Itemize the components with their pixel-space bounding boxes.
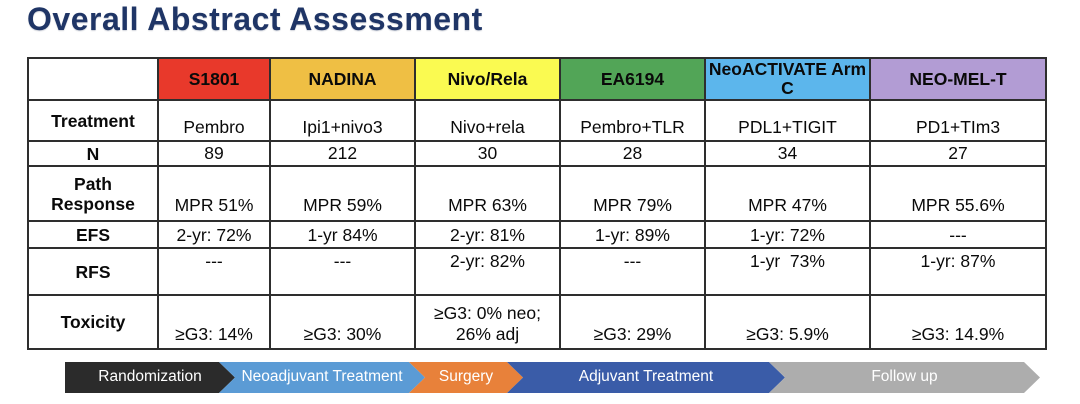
table-cell: MPR 51% <box>157 165 271 222</box>
table-cell: 28 <box>559 140 706 167</box>
table-cell: PDL1+TIGIT <box>704 99 871 142</box>
header-row: S1801 NADINA Nivo/Rela EA6194 NeoACTIVAT… <box>27 57 1047 101</box>
table-cell: ≥G3: 5.9% <box>704 294 871 350</box>
timeline-step-randomization: Randomization <box>65 362 235 393</box>
row-label-toxicity: Toxicity <box>27 294 159 350</box>
table-cell: ≥G3: 29% <box>559 294 706 350</box>
table-cell: 212 <box>269 140 416 167</box>
table-cell: 89 <box>157 140 271 167</box>
timeline-step-adjuvant: Adjuvant Treatment <box>507 362 785 393</box>
table-row-n: N 89 212 30 28 34 27 <box>27 140 1047 167</box>
table-cell: MPR 63% <box>414 165 561 222</box>
page-title: Overall Abstract Assessment <box>27 1 483 37</box>
row-label-treatment: Treatment <box>27 99 159 142</box>
timeline-step-label: Follow up <box>871 367 938 385</box>
table-cell: MPR 79% <box>559 165 706 222</box>
table-cell: ≥G3: 14% <box>157 294 271 350</box>
timeline-step-label: Neoadjuvant Treatment <box>241 367 403 385</box>
table-cell: --- <box>157 247 271 296</box>
table-cell: 27 <box>869 140 1047 167</box>
row-label-efs: EFS <box>27 220 159 249</box>
table-cell: MPR 55.6% <box>869 165 1047 222</box>
timeline-step-surgery: Surgery <box>409 362 523 393</box>
table-cell: --- <box>559 247 706 296</box>
timeline-step-neoadjuvant: Neoadjuvant Treatment <box>219 362 425 393</box>
table-cell: --- <box>269 247 416 296</box>
table-cell: 2-yr: 81% <box>414 220 561 249</box>
table-cell: Nivo+rela <box>414 99 561 142</box>
column-header-nadina: NADINA <box>269 57 416 101</box>
timeline-step-label: Adjuvant Treatment <box>578 367 714 385</box>
table-cell: 2-yr: 72% <box>157 220 271 249</box>
table-row-rfs: RFS --- --- 2-yr: 82% --- 1-yr 73% 1-yr:… <box>27 247 1047 296</box>
column-header-s1801: S1801 <box>157 57 271 101</box>
treatment-timeline: Randomization Neoadjuvant Treatment Surg… <box>65 362 1040 393</box>
table-row-path-response: Path Response MPR 51% MPR 59% MPR 63% MP… <box>27 165 1047 222</box>
table-cell: 1-yr: 87% <box>869 247 1047 296</box>
table-row-toxicity: Toxicity ≥G3: 14% ≥G3: 30% ≥G3: 0% neo; … <box>27 294 1047 350</box>
table-cell: 2-yr: 82% <box>414 247 561 296</box>
column-header-neo-mel-t: NEO-MEL-T <box>869 57 1047 101</box>
table-cell: 34 <box>704 140 871 167</box>
table-row-treatment: Treatment Pembro Ipi1+nivo3 Nivo+rela Pe… <box>27 99 1047 142</box>
table-cell: Pembro+TLR <box>559 99 706 142</box>
column-header-ea6194: EA6194 <box>559 57 706 101</box>
table-cell: 1-yr: 72% <box>704 220 871 249</box>
corner-cell <box>27 57 159 101</box>
row-label-rfs: RFS <box>27 247 159 296</box>
row-label-path-response: Path Response <box>27 165 159 222</box>
table-cell: PD1+TIm3 <box>869 99 1047 142</box>
table-cell: MPR 47% <box>704 165 871 222</box>
table-cell: 1-yr 84% <box>269 220 416 249</box>
table-cell: ≥G3: 14.9% <box>869 294 1047 350</box>
timeline-step-followup: Follow up <box>769 362 1040 393</box>
table-cell: 1-yr: 89% <box>559 220 706 249</box>
table-cell: ≥G3: 30% <box>269 294 416 350</box>
assessment-table: S1801 NADINA Nivo/Rela EA6194 NeoACTIVAT… <box>27 57 1047 350</box>
column-header-neoactivate: NeoACTIVATE Arm C <box>704 57 871 101</box>
table-cell: ≥G3: 0% neo; 26% adj <box>414 294 561 350</box>
table-cell: 30 <box>414 140 561 167</box>
table-cell: MPR 59% <box>269 165 416 222</box>
table-cell: Pembro <box>157 99 271 142</box>
timeline-step-label: Surgery <box>438 367 494 385</box>
timeline-step-label: Randomization <box>98 367 202 385</box>
table-cell: --- <box>869 220 1047 249</box>
row-label-n: N <box>27 140 159 167</box>
table-row-efs: EFS 2-yr: 72% 1-yr 84% 2-yr: 81% 1-yr: 8… <box>27 220 1047 249</box>
table-cell: Ipi1+nivo3 <box>269 99 416 142</box>
column-header-nivo-rela: Nivo/Rela <box>414 57 561 101</box>
table-cell: 1-yr 73% <box>704 247 871 296</box>
